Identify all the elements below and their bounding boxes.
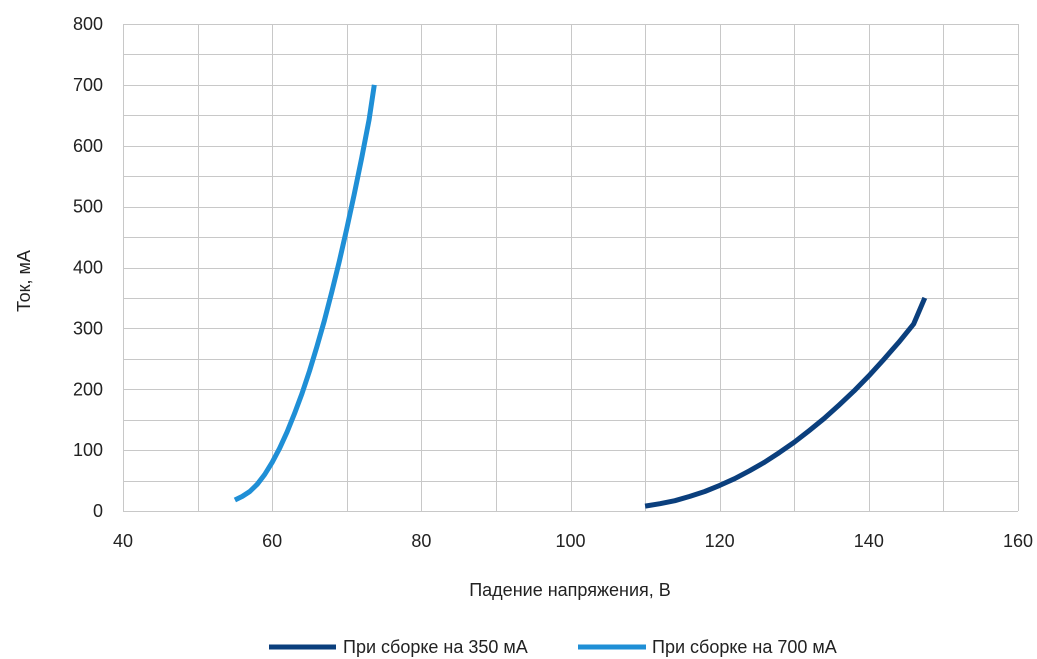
grid <box>123 24 1019 512</box>
legend: При сборке на 350 мА При сборке на 700 м… <box>269 637 837 657</box>
x-tick-label: 100 <box>555 531 585 551</box>
y-tick-label: 100 <box>73 440 103 460</box>
x-axis-label: Падение напряжения, В <box>469 580 671 600</box>
legend-label-series-350: При сборке на 350 мА <box>343 637 528 657</box>
y-tick-label: 0 <box>93 501 103 521</box>
series-line-350 <box>644 296 928 509</box>
y-axis-label: Ток, мА <box>14 250 34 312</box>
x-tick-label: 80 <box>411 531 431 551</box>
x-tick-label: 160 <box>1003 531 1033 551</box>
x-tick-label: 60 <box>262 531 282 551</box>
y-tick-label: 300 <box>73 318 103 338</box>
x-tick-label: 40 <box>113 531 133 551</box>
x-axis-ticks: 40 60 80 100 120 140 160 <box>113 531 1033 551</box>
series-layer <box>233 84 928 509</box>
y-tick-label: 800 <box>73 14 103 34</box>
y-axis-ticks: 0 100 200 300 400 500 600 700 800 <box>73 14 103 521</box>
y-tick-label: 500 <box>73 197 103 217</box>
y-tick-label: 200 <box>73 379 103 399</box>
series-line-700 <box>233 84 377 503</box>
x-tick-label: 120 <box>705 531 735 551</box>
y-tick-label: 400 <box>73 258 103 278</box>
x-tick-label: 140 <box>854 531 884 551</box>
y-tick-label: 600 <box>73 136 103 156</box>
legend-label-series-700: При сборке на 700 мА <box>652 637 837 657</box>
y-tick-label: 700 <box>73 75 103 95</box>
